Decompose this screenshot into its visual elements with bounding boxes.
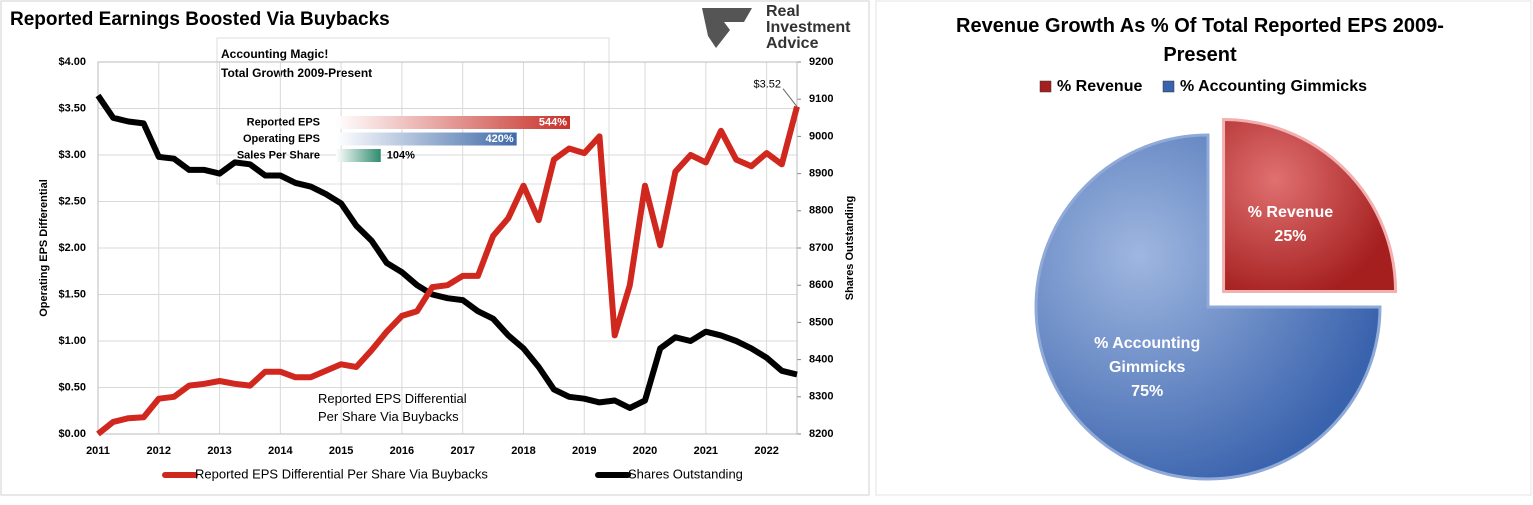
- bar: [336, 132, 517, 146]
- y-tick-label: $3.50: [58, 102, 86, 114]
- x-tick-label: 2012: [147, 445, 171, 457]
- legend-label: Reported EPS Differential Per Share Via …: [195, 466, 488, 481]
- series-line: [96, 105, 800, 437]
- y2-axis-label: Shares Outstanding: [844, 196, 856, 301]
- logo-icon: [702, 8, 752, 48]
- y2-tick-label: 9100: [809, 93, 833, 105]
- y2-tick-label: 8500: [809, 316, 833, 328]
- y-tick-label: $1.00: [58, 335, 86, 347]
- x-tick-label: 2021: [694, 445, 718, 457]
- y2-tick-label: 8200: [809, 428, 833, 440]
- legend-label: % Revenue: [1057, 78, 1142, 95]
- y-tick-label: $2.50: [58, 195, 86, 207]
- annotation-leader: [782, 88, 798, 107]
- y-tick-label: $4.00: [58, 56, 86, 68]
- left-panel: [0, 0, 870, 496]
- legend-swatch: [1162, 80, 1175, 93]
- y2-tick-label: 8400: [809, 354, 833, 366]
- y-tick-label: $3.00: [58, 149, 86, 161]
- inset-subtitle: Total Growth 2009-Present: [221, 66, 372, 80]
- slice-label: % Accounting Gimmicks: [1094, 334, 1201, 376]
- y2-tick-label: 8700: [809, 242, 833, 254]
- x-tick-label: 2015: [329, 445, 353, 457]
- slice-value: 75%: [1131, 382, 1164, 400]
- y2-tick-label: 8300: [809, 391, 833, 403]
- logo-text: Investment: [766, 19, 851, 36]
- logo-text: Real: [766, 3, 800, 20]
- y-axis-label: Operating EPS Differential: [38, 179, 50, 317]
- slice-label: % Revenue: [1247, 203, 1334, 221]
- x-tick-label: 2022: [754, 445, 778, 457]
- inset-title: Accounting Magic!: [221, 47, 328, 61]
- legend-swatch: [1039, 80, 1052, 93]
- x-tick-label: 2014: [268, 445, 293, 457]
- annotation: Reported EPS Differential Per Share Via …: [318, 391, 467, 424]
- annotation: $3.52: [753, 79, 781, 91]
- bar-value-label: 544%: [539, 116, 567, 128]
- pie-slice: [1222, 117, 1398, 293]
- bar-category: Reported EPS: [247, 116, 320, 128]
- x-tick-label: 2019: [572, 445, 596, 457]
- y-tick-label: $0.50: [58, 381, 86, 393]
- bar-value-label: 104%: [387, 149, 415, 161]
- x-tick-label: 2013: [207, 445, 231, 457]
- x-tick-label: 2018: [511, 445, 535, 457]
- y2-tick-label: 8900: [809, 168, 833, 180]
- bar-value-label: 420%: [486, 133, 514, 145]
- slice-value: 25%: [1274, 227, 1307, 245]
- bar: [336, 149, 381, 162]
- x-tick-label: 2017: [450, 445, 474, 457]
- plot-frame: [97, 61, 798, 435]
- y2-tick-label: 8600: [809, 279, 833, 291]
- right-panel: [875, 0, 1532, 496]
- y2-tick-label: 9000: [809, 130, 833, 142]
- y2-tick-label: 8800: [809, 205, 833, 217]
- logo-text: Advice: [766, 35, 819, 52]
- bar-category: Operating EPS: [243, 133, 320, 145]
- bar: [336, 116, 570, 129]
- x-tick-label: 2020: [633, 445, 657, 457]
- y-tick-label: $2.00: [58, 242, 86, 254]
- legend-label: % Accounting Gimmicks: [1180, 78, 1367, 95]
- series-line: [95, 93, 798, 411]
- legend-label: Shares Outstanding: [628, 466, 743, 481]
- y-tick-label: $1.50: [58, 288, 86, 300]
- pie-slice: [1034, 133, 1382, 481]
- x-tick-label: 2016: [390, 445, 414, 457]
- chart-title: Reported Earnings Boosted Via Buybacks: [10, 9, 390, 30]
- y-tick-label: $0.00: [58, 428, 86, 440]
- x-tick-label: 2011: [86, 445, 110, 457]
- bar-category: Sales Per Share: [237, 149, 320, 161]
- chart-title: Revenue Growth As % Of Total Reported EP…: [956, 15, 1444, 66]
- y2-tick-label: 9200: [809, 56, 833, 68]
